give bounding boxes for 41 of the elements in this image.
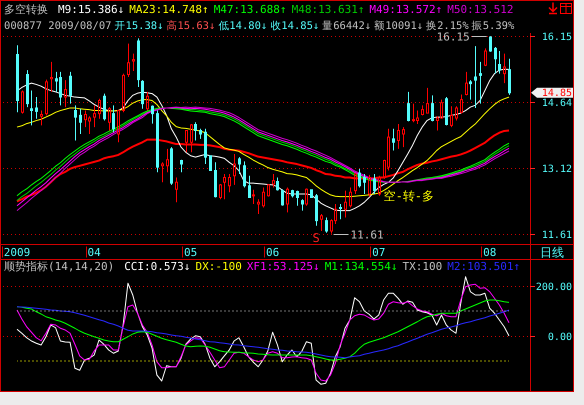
subtitle: 000877 2009/08/07 bbox=[4, 20, 112, 32]
legend-item: M50:13.512 bbox=[447, 3, 514, 16]
annotation: 开15.38↓ bbox=[114, 20, 164, 32]
legend-item: M49:13.572↑ bbox=[369, 3, 442, 16]
legend-item: M9:15.386↓ bbox=[58, 3, 124, 16]
annotation: 量66442↓ bbox=[322, 20, 372, 32]
annotation: 额10091↓ bbox=[374, 20, 424, 32]
x-tick-label: 04 bbox=[88, 246, 101, 259]
x-tick-label: 07 bbox=[372, 246, 386, 259]
annotation: 16.15 bbox=[436, 30, 470, 44]
legend-item: M48:13.631↑ bbox=[292, 3, 364, 16]
legend-item: TX:100 bbox=[402, 260, 442, 273]
legend-item: XF1:53.125↓ bbox=[246, 260, 320, 273]
annotation: 14.85 bbox=[542, 88, 572, 100]
x-tick-label: 06 bbox=[266, 246, 280, 259]
y-tick-label: 11.61 bbox=[542, 230, 572, 241]
x-axis-title: 日线 bbox=[540, 246, 564, 260]
annotation: 收14.85↓ bbox=[270, 20, 320, 32]
legend-item: DX:-100 bbox=[196, 260, 242, 273]
legend-item: M2:103.501↑ bbox=[447, 260, 520, 273]
legend-item: CCI:0.573↓ bbox=[124, 260, 190, 273]
x-tick-label: 2009 bbox=[4, 246, 30, 259]
annotation: 11.61 bbox=[350, 228, 384, 242]
title: 多空转换 bbox=[4, 3, 48, 16]
x-tick-label: 08 bbox=[483, 246, 496, 259]
y-tick-label: 200.00 bbox=[536, 282, 572, 293]
title: 顺势指标(14,14,20) bbox=[4, 260, 114, 273]
x-tick-label: 05 bbox=[184, 246, 198, 259]
legend-item: MA23:14.748↑ bbox=[129, 3, 209, 16]
y-tick-label: 0.00 bbox=[548, 332, 572, 343]
y-tick-label: 13.12 bbox=[542, 164, 572, 175]
y-tick-label: 16.15 bbox=[542, 32, 572, 43]
annotation: 振5.39% bbox=[472, 20, 514, 32]
legend-item: M1:134.554↓ bbox=[324, 260, 398, 273]
legend-item: M47:13.688↑ bbox=[214, 3, 287, 16]
annotation: 高15.63↓ bbox=[166, 20, 216, 32]
annotation: S bbox=[312, 231, 320, 245]
annotation: 空-转-多 bbox=[384, 189, 434, 203]
annotation: 换2.15% bbox=[426, 20, 469, 32]
annotation: 低14.80↓ bbox=[218, 20, 268, 32]
y-tick-label: 14.64 bbox=[542, 98, 572, 109]
